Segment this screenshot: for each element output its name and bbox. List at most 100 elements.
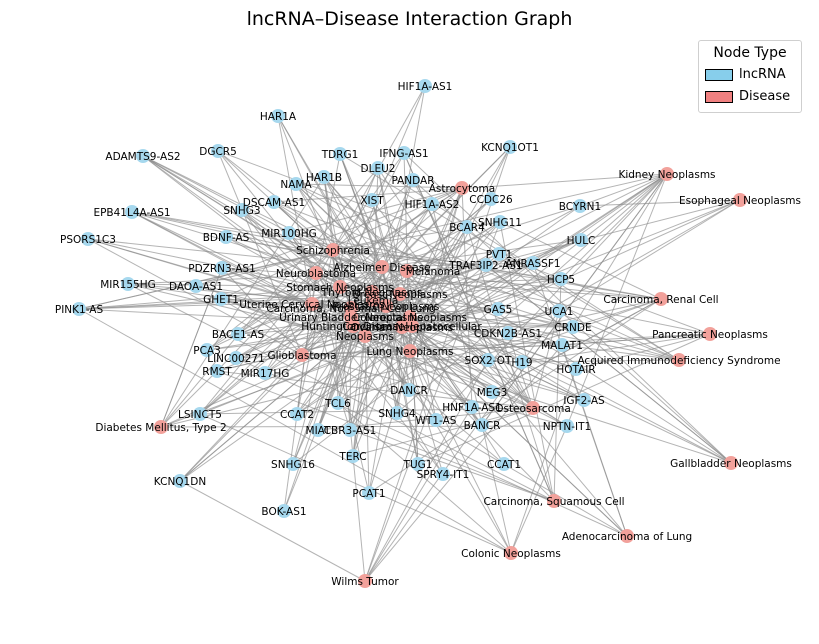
lncrna-label-dleu2: DLEU2 [361, 163, 396, 175]
lncrna-label-ifng-as1: IFNG-AS1 [379, 148, 428, 160]
edge-hotair-colonic-neoplasms [510, 368, 577, 554]
lncrna-label-hif1a-as2: HIF1A-AS2 [405, 199, 460, 211]
lncrna-node-lsinct5 [193, 407, 207, 421]
lncrna-node-pink1-as [72, 302, 86, 316]
lncrna-label-har1b: HAR1B [306, 172, 342, 184]
disease-label-carcinoma-hepatocellular: Carcinoma, Hepatocellular [342, 321, 482, 333]
lncrna-node-kcnq1dn [173, 474, 187, 488]
edge-hotair-thyroid-neoplasms [371, 291, 577, 370]
edge-snhg3-uterine-cervical-neoplasms [241, 209, 313, 305]
lncrna-node-dleu2 [371, 161, 385, 175]
legend-swatch-disease [705, 90, 733, 103]
disease-label-osteosarcoma: Osteosarcoma [495, 403, 571, 415]
edge-nama-gallbladder-neoplasms [295, 183, 732, 464]
disease-label-lung-neoplasms: Lung Neoplasms [367, 346, 454, 358]
disease-label-gallbladder-neoplasms: Gallbladder Neoplasms [670, 458, 792, 470]
edge-snhg4-carcinoma-hepatocellular [396, 325, 413, 414]
edge-tdrg1-acquired-immunodeficiency-syndrome [339, 153, 680, 361]
lncrna-node-hnf1a-as1 [465, 400, 479, 414]
disease-label-neoplasms: Neoplasms [336, 331, 394, 343]
disease-label-breast-neoplasms: Breast Neoplasms [352, 289, 447, 301]
lncrna-node-igf2-as [577, 393, 591, 407]
lncrna-node-malat1 [555, 338, 569, 352]
edge-pink1-as-stomach-neoplasms [78, 286, 341, 310]
lncrna-label-spry4-it1: SPRY4-IT1 [417, 469, 470, 481]
disease-label-ovarian-neoplasms: Ovarian Neoplasms [351, 322, 454, 334]
lncrna-label-meg3: MEG3 [477, 387, 508, 399]
disease-node-neuroblastoma [309, 266, 323, 280]
disease-node-astrocytoma [455, 181, 469, 195]
lncrna-node-snhg3 [235, 203, 249, 217]
edge-ccat1-colorectal-neoplasms [409, 316, 505, 465]
edge-cbr3-as1-carcinoma-squamous-cell [349, 429, 555, 502]
edge-mir155hg-carcinoma-squamous-cell [127, 283, 555, 502]
lncrna-node-snhg16 [286, 457, 300, 471]
disease-node-osteosarcoma [526, 401, 540, 415]
disease-label-neuroblastoma: Neuroblastoma [276, 268, 356, 280]
lncrna-node-terc [346, 449, 360, 463]
lncrna-node-bcyrn1 [573, 199, 587, 213]
edge-bancr-osteosarcoma [481, 407, 534, 426]
edge-dgcr5-neuroblastoma [217, 150, 317, 274]
lncrna-node-mir100hg [282, 226, 296, 240]
edge-xist-osteosarcoma [371, 199, 534, 409]
edge-tug1-pancreatic-neoplasms [417, 333, 711, 465]
edge-dancr-astrocytoma [408, 187, 463, 391]
lncrna-node-pandar [406, 173, 420, 187]
disease-node-glioblastoma [295, 348, 309, 362]
disease-label-astrocytoma: Astrocytoma [429, 183, 495, 195]
lncrna-label-h19: H19 [511, 357, 532, 369]
edge-linc00271-adenocarcinoma-of-lung [235, 357, 628, 537]
disease-node-lung-neoplasms [403, 344, 417, 358]
lncrna-node-wt1-as [429, 413, 443, 427]
lncrna-label-gas5: GAS5 [484, 304, 513, 316]
lncrna-label-cdkn2b-as1: CDKN2B-AS1 [474, 328, 542, 340]
lncrna-label-anrassf1: ANRASSF1 [505, 258, 560, 270]
edge-adamts9-as2-schizophrenia [142, 155, 334, 251]
edge-terc-prostatic-neoplasms [352, 305, 387, 457]
edge-cbr3-as1-thyroid-neoplasms [349, 291, 373, 431]
lncrna-label-bok-as1: BOK-AS1 [261, 506, 306, 518]
lncrna-label-rmst: RMST [202, 366, 232, 378]
legend-item-disease: Disease [705, 89, 790, 105]
edge-ghet1-carcinoma-non-small-cell-lung [220, 298, 352, 309]
edge-traf3ip2-as1-urinary-bladder-neoplasms [350, 264, 487, 318]
edge-malat1-pancreatic-neoplasms [561, 333, 711, 346]
legend-swatch-lncrna [705, 68, 733, 81]
lncrna-label-terc: TERC [338, 451, 366, 463]
lncrna-node-har1b [317, 170, 331, 184]
lncrna-label-tcl6: TCL6 [324, 398, 351, 410]
lncrna-node-dscam-as1 [267, 195, 281, 209]
edge-har1a-prostatic-neoplasms [277, 115, 387, 307]
edge-linc00271-alzheimer-disease [235, 266, 383, 359]
disease-label-esophageal-neoplasms: Esophageal Neoplasms [679, 195, 801, 207]
lncrna-node-bok-as1 [277, 504, 291, 518]
edge-gas5-esophageal-neoplasms [497, 199, 741, 310]
lncrna-node-sox2-ot [481, 353, 495, 367]
edge-wt1-as-lung-neoplasms [409, 350, 437, 421]
lncrna-label-bancr: BANCR [464, 420, 501, 432]
disease-node-huntington-disease [346, 319, 360, 333]
legend-label-disease: Disease [739, 89, 791, 104]
lncrna-label-ccat1: CCAT1 [487, 459, 521, 471]
lncrna-node-meg3 [485, 385, 499, 399]
lncrna-label-nama: NAMA [280, 179, 312, 191]
lncrna-label-igf2-as: IGF2-AS [563, 395, 605, 407]
edge-pink1-as-breast-neoplasms [78, 293, 401, 310]
lncrna-label-snhg11: SNHG11 [478, 217, 522, 229]
lncrna-label-epb41l4a-as1: EPB41L4A-AS1 [93, 207, 170, 219]
lncrna-label-wt1-as: WT1-AS [416, 415, 457, 427]
lncrna-node-mir17hg [258, 366, 272, 380]
edge-tcl6-kidney-neoplasms [337, 173, 668, 404]
lncrna-node-daoa-as1 [189, 279, 203, 293]
lncrna-node-pdzrn3-as1 [215, 261, 229, 275]
lncrna-node-adamts9-as2 [136, 149, 150, 163]
lncrna-label-ghet1: GHET1 [203, 294, 239, 306]
edge-lsinct5-astrocytoma [199, 187, 463, 415]
lncrna-label-pvt1: PVT1 [486, 249, 513, 261]
disease-label-carcinoma-renal-cell: Carcinoma, Renal Cell [603, 294, 718, 306]
disease-node-alzheimer-disease [375, 260, 389, 274]
edge-nama-acquired-immunodeficiency-syndrome [295, 183, 680, 361]
lncrna-node-kcnq1ot1 [503, 140, 517, 154]
